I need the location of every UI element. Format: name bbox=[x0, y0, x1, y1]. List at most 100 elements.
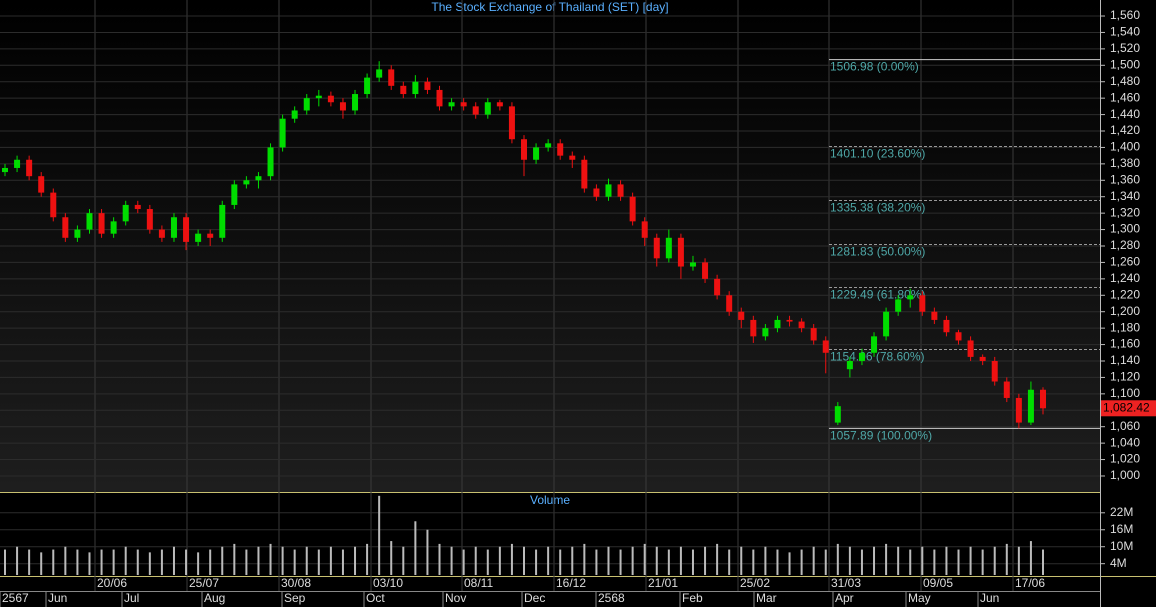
volume-bar bbox=[257, 546, 260, 575]
fibonacci-label: 1506.98 (0.00%) bbox=[830, 60, 919, 74]
month-label: Aug bbox=[204, 591, 225, 605]
y-tick-label: 1,120 bbox=[1110, 370, 1140, 384]
date-label: 25/02 bbox=[740, 576, 770, 590]
volume-bar bbox=[547, 546, 550, 575]
candle-body bbox=[207, 233, 214, 238]
volume-bar bbox=[679, 546, 682, 575]
candle-body bbox=[665, 237, 672, 259]
candle-body bbox=[74, 229, 81, 238]
candle-body bbox=[569, 155, 576, 160]
candle-body bbox=[871, 336, 878, 353]
candle-body bbox=[26, 159, 33, 177]
candle-body bbox=[339, 102, 346, 111]
volume-bar bbox=[1042, 549, 1044, 575]
date-label: 25/07 bbox=[189, 576, 219, 590]
volume-bar bbox=[245, 549, 248, 575]
candle-body bbox=[895, 299, 902, 312]
volume-bar bbox=[969, 546, 972, 575]
date-label: 30/08 bbox=[281, 576, 311, 590]
volume-bar bbox=[933, 549, 936, 575]
y-tick-label: 1,280 bbox=[1110, 238, 1140, 252]
candle-body bbox=[508, 106, 515, 140]
volume-bar bbox=[643, 543, 646, 575]
volume-bar bbox=[366, 543, 369, 575]
y-tick-label: 1,440 bbox=[1110, 107, 1140, 121]
candle-body bbox=[726, 295, 733, 312]
volume-bar bbox=[860, 549, 863, 575]
volume-bar bbox=[172, 546, 175, 575]
volume-bar bbox=[788, 552, 791, 575]
y-tick-label: 1,540 bbox=[1110, 25, 1140, 39]
month-label: Jun bbox=[48, 591, 67, 605]
candle-body bbox=[327, 95, 334, 103]
candle-body bbox=[183, 217, 190, 242]
volume-bar bbox=[209, 549, 212, 575]
volume-bar bbox=[124, 546, 127, 575]
volume-bar bbox=[40, 552, 43, 575]
candle-body bbox=[424, 81, 431, 90]
candle-body bbox=[38, 176, 45, 193]
volume-bar bbox=[716, 543, 719, 575]
month-label: Nov bbox=[445, 591, 466, 605]
candle-body bbox=[364, 77, 371, 95]
volume-bar bbox=[945, 546, 948, 575]
volume-bar bbox=[136, 549, 139, 575]
candle-body bbox=[352, 94, 359, 111]
volume-bar bbox=[523, 546, 525, 575]
volume-bar bbox=[691, 549, 694, 575]
candle-body bbox=[291, 110, 298, 119]
candle-body bbox=[376, 69, 383, 78]
volume-bar bbox=[1029, 541, 1032, 575]
volume-bar bbox=[535, 549, 538, 575]
month-label: Mar bbox=[756, 591, 777, 605]
y-tick-label: 1,360 bbox=[1110, 172, 1140, 186]
y-tick-label: 1,480 bbox=[1110, 74, 1140, 88]
candle-body bbox=[400, 85, 407, 95]
y-tick-label: 1,460 bbox=[1110, 90, 1140, 104]
candle-body bbox=[62, 217, 69, 238]
y-tick-label: 1,100 bbox=[1110, 386, 1140, 400]
candle-body bbox=[303, 98, 310, 111]
volume-bar bbox=[305, 546, 308, 575]
volume-bar bbox=[233, 543, 236, 575]
candle-body bbox=[2, 167, 8, 173]
y-tick-label: 1,060 bbox=[1110, 419, 1140, 433]
volume-bar bbox=[76, 549, 79, 575]
candle-body bbox=[134, 204, 141, 210]
candle-body bbox=[14, 159, 21, 168]
y-tick-label: 1,520 bbox=[1110, 41, 1140, 55]
volume-title: Volume bbox=[530, 493, 570, 507]
candle-body bbox=[689, 262, 696, 267]
volume-bar bbox=[438, 543, 441, 575]
month-label: Dec bbox=[524, 591, 545, 605]
volume-y-tick-label: 4M bbox=[1110, 556, 1127, 570]
candle-body bbox=[122, 204, 129, 222]
fibonacci-label: 1229.49 (61.80%) bbox=[830, 288, 925, 302]
candle-body bbox=[762, 328, 769, 337]
volume-bar bbox=[112, 549, 115, 575]
candle-body bbox=[545, 143, 552, 148]
y-tick-label: 1,340 bbox=[1110, 189, 1140, 203]
y-tick-label: 1,300 bbox=[1110, 222, 1140, 236]
y-tick-label: 1,380 bbox=[1110, 156, 1140, 170]
volume-bar bbox=[704, 546, 707, 575]
volume-bar bbox=[897, 546, 900, 575]
volume-bar bbox=[800, 549, 803, 575]
y-tick-label: 1,420 bbox=[1110, 123, 1140, 137]
candle-body bbox=[255, 176, 262, 181]
volume-bar bbox=[64, 546, 67, 575]
volume-bar bbox=[836, 543, 839, 575]
candle-body bbox=[919, 295, 926, 312]
volume-bar bbox=[619, 549, 622, 575]
candle-body bbox=[846, 360, 853, 370]
candle-body bbox=[460, 102, 467, 107]
candle-body bbox=[774, 319, 781, 329]
volume-bar bbox=[402, 546, 405, 575]
candle-body bbox=[991, 360, 998, 382]
volume-bar bbox=[921, 546, 924, 575]
candle-body bbox=[1015, 397, 1022, 423]
candle-body bbox=[653, 237, 660, 259]
candle-body bbox=[86, 213, 93, 230]
